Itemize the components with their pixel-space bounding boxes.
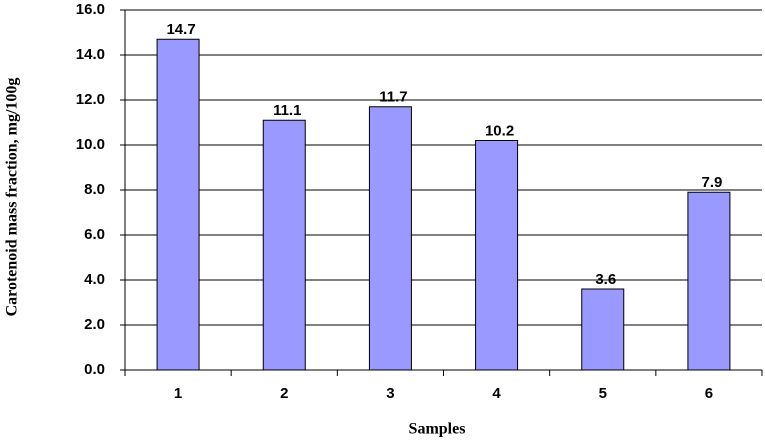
bar [687, 191, 731, 371]
bar [156, 38, 200, 371]
y-tick-label: 16.0 [76, 1, 105, 18]
data-label: 11.7 [379, 89, 407, 106]
bar [368, 106, 412, 371]
y-tick-label: 8.0 [84, 181, 105, 198]
data-label: 10.2 [485, 122, 514, 139]
x-tick-label: 1 [174, 385, 182, 402]
y-tick-label: 0.0 [84, 361, 105, 378]
bar [262, 119, 306, 371]
x-tick-label: 6 [705, 385, 713, 402]
x-tick-label: 4 [492, 385, 501, 402]
bar [581, 288, 625, 371]
y-axis-label: Carotenoid mass fraction, mg/100g [4, 78, 21, 317]
x-tick-label: 3 [386, 385, 394, 402]
bar [475, 140, 519, 371]
y-tick-label: 4.0 [84, 271, 105, 288]
data-label: 11.1 [273, 102, 301, 119]
x-axis-label: Samples [409, 421, 466, 438]
data-label: 7.9 [701, 174, 722, 191]
x-tick-label: 5 [599, 385, 607, 402]
x-tick-label: 2 [280, 385, 288, 402]
y-tick-label: 14.0 [76, 46, 105, 63]
y-tick-label: 10.0 [76, 136, 105, 153]
y-tick-label: 6.0 [84, 226, 105, 243]
y-tick-label: 12.0 [76, 91, 105, 108]
data-label: 14.7 [166, 21, 195, 38]
y-tick-label: 2.0 [84, 316, 105, 333]
data-label: 3.6 [595, 271, 616, 288]
